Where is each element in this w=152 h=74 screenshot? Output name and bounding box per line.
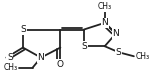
Text: S: S xyxy=(81,42,87,51)
Text: CH₃: CH₃ xyxy=(135,52,149,61)
Text: S: S xyxy=(7,53,13,62)
Text: N: N xyxy=(112,29,119,38)
Text: CH₃: CH₃ xyxy=(3,63,17,72)
Text: S: S xyxy=(116,48,121,57)
Text: O: O xyxy=(57,60,64,69)
Text: S: S xyxy=(20,25,26,34)
Text: CH₃: CH₃ xyxy=(98,2,112,11)
Text: N: N xyxy=(101,18,108,27)
Text: N: N xyxy=(38,53,44,62)
Text: S: S xyxy=(116,48,121,57)
